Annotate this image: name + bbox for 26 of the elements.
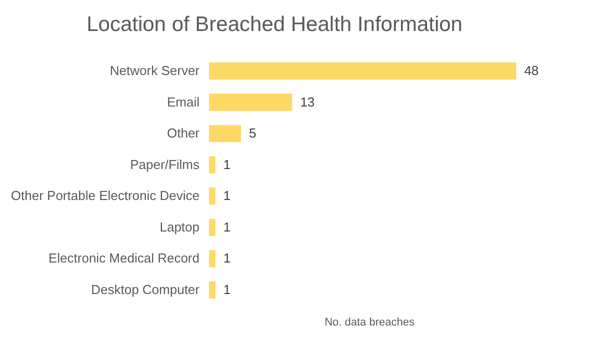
data-label: 13 [300,94,315,110]
y-tick-label: Laptop [160,219,200,234]
data-label: 1 [223,250,231,266]
data-label: 48 [524,62,539,78]
bar [209,250,216,268]
y-tick-label: Paper/Films [130,156,200,172]
data-label: 5 [249,126,256,141]
bar [209,218,216,236]
y-tick-label: Desktop Computer [91,282,200,298]
bar [209,94,292,111]
y-tick-label: Electronic Medical Record [48,250,200,266]
y-tick-label: Other [166,126,200,141]
data-label: 1 [223,188,231,204]
bar [209,156,216,174]
data-label: 1 [223,156,231,172]
bar [209,281,216,299]
bar [209,188,216,205]
data-label: 1 [223,219,231,234]
bar [209,124,241,142]
y-tick-label: Email [166,94,200,110]
bar [209,62,516,80]
y-tick-label: Network Server [110,62,200,78]
data-label: 1 [223,282,231,298]
y-tick-label: Other Portable Electronic Device [10,188,200,204]
x-axis-title: No. data breaches [324,316,415,328]
chart-title: Location of Breached Health Information [86,13,462,36]
